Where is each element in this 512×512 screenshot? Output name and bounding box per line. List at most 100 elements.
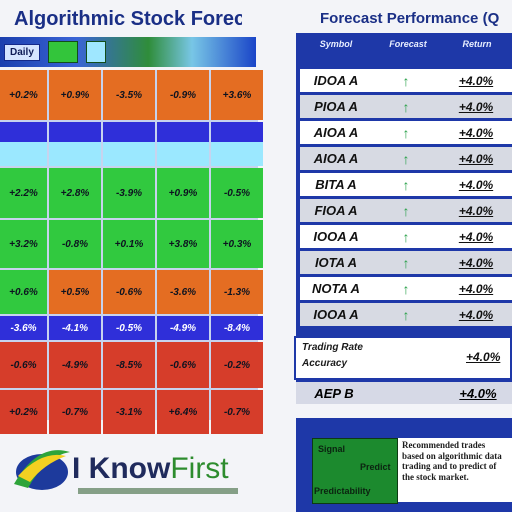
performance-table: Symbol Forecast Return IDOA A ↑ +4.0% PIOA … [296, 33, 512, 383]
row-return: +4.0% [458, 125, 494, 140]
row-return: +4.0% [458, 151, 494, 166]
performance-row[interactable]: AIOA A ↑ +4.0% [300, 147, 512, 170]
heatmap-cell[interactable] [211, 122, 263, 166]
heatmap-cell[interactable]: -3.6% [157, 270, 209, 314]
row-symbol: AIOA A [313, 151, 359, 166]
heatmap-cell[interactable]: -8.5% [103, 342, 155, 388]
heatmap-cell[interactable]: +0.9% [157, 168, 209, 218]
heatmap-cell[interactable]: -0.5% [103, 316, 155, 340]
info-legend-label-3: Predictability [314, 486, 371, 496]
heatmap-cell[interactable]: -4.9% [157, 316, 209, 340]
heatmap-cell[interactable]: -3.1% [103, 390, 155, 434]
tab-indicator[interactable] [47, 41, 78, 63]
up-arrow-icon: ↑ [402, 280, 410, 297]
heatmap-cell[interactable]: +0.2% [0, 70, 47, 120]
heatmap-cell[interactable]: +3.8% [157, 220, 209, 268]
row-return: +4.0% [458, 255, 494, 270]
heatmap-cell[interactable]: +0.2% [0, 390, 47, 434]
performance-row[interactable]: IDOA A ↑ +4.0% [300, 69, 512, 92]
heatmap-cell[interactable]: -3.6% [0, 316, 47, 340]
forecast-heatmap-grid: +0.2% +0.9% -3.5% -0.9% +3.6% +2.2% +2.8% -3.9%… [0, 70, 263, 434]
heatmap-cell[interactable]: +2.8% [49, 168, 101, 218]
row-symbol: FIOA A [314, 203, 358, 218]
performance-row[interactable]: IOTA A ↑ +4.0% [300, 251, 512, 274]
performance-row[interactable]: IOOA A ↑ +4.0% [300, 225, 512, 248]
heatmap-cell[interactable]: -0.6% [103, 270, 155, 314]
heatmap-cell[interactable]: -1.3% [211, 270, 263, 314]
up-arrow-icon: ↑ [402, 176, 410, 193]
heatmap-cell[interactable]: -4.9% [49, 342, 101, 388]
heatmap-cell[interactable] [0, 122, 47, 166]
performance-row[interactable]: FIOA A ↑ +4.0% [300, 199, 512, 222]
summary-value: +4.0% [466, 350, 501, 364]
heatmap-cell[interactable]: -0.6% [0, 342, 47, 388]
row-symbol: IDOA A [313, 73, 359, 88]
heatmap-cell[interactable]: -3.9% [103, 168, 155, 218]
performance-table-header: Symbol Forecast Return [296, 33, 512, 69]
average-row[interactable]: AEP B +4.0% [296, 382, 512, 404]
row-symbol: IOOA A [313, 229, 359, 244]
up-arrow-icon: ↑ [402, 228, 410, 245]
header-symbol: Symbol [319, 39, 353, 49]
row-return: +4.0% [458, 229, 494, 244]
heatmap-cell[interactable]: -0.7% [49, 390, 101, 434]
heatmap-cell[interactable]: -0.8% [49, 220, 101, 268]
performance-row[interactable]: AIOA A ↑ +4.0% [300, 121, 512, 144]
heatmap-cell[interactable]: -3.5% [103, 70, 155, 120]
iknowfirst-logo-text: I KnowFirst [72, 452, 229, 486]
up-arrow-icon: ↑ [402, 98, 410, 115]
logo-brand-right: First [170, 452, 229, 485]
tab-daily[interactable]: Daily [4, 43, 40, 61]
performance-row[interactable]: IOOA A ↑ +4.0% [300, 303, 512, 326]
info-description: Recommended trades based on algorithmic … [398, 438, 512, 502]
heatmap-cell[interactable] [49, 122, 101, 166]
heatmap-cell[interactable]: -0.7% [211, 390, 263, 434]
row-return: +4.0% [458, 177, 494, 192]
row-return: +4.0% [458, 307, 494, 322]
summary-label: Trading Rate Accuracy [302, 342, 363, 370]
logo-underline [78, 488, 238, 494]
heatmap-cell[interactable]: -4.1% [49, 316, 101, 340]
performance-summary-row[interactable] [294, 336, 512, 380]
row-symbol: NOTA A [312, 281, 360, 296]
up-arrow-icon: ↑ [402, 124, 410, 141]
heatmap-cell[interactable]: -8.4% [211, 316, 263, 340]
heatmap-cell[interactable]: +3.2% [0, 220, 47, 268]
up-arrow-icon: ↑ [402, 254, 410, 271]
forecast-tabbar: Daily [0, 37, 256, 67]
heatmap-cell[interactable]: +3.6% [211, 70, 263, 120]
logo-brand-left: I Know [72, 452, 171, 485]
performance-row[interactable]: NOTA A ↑ +4.0% [300, 277, 512, 300]
row-symbol: AIOA A [313, 125, 359, 140]
heatmap-cell[interactable]: -0.9% [157, 70, 209, 120]
heatmap-cell[interactable]: -0.2% [211, 342, 263, 388]
heatmap-cell[interactable]: +0.6% [0, 270, 47, 314]
up-arrow-icon: ↑ [402, 150, 410, 167]
heatmap-cell[interactable]: -0.6% [157, 342, 209, 388]
up-arrow-icon: ↑ [402, 202, 410, 219]
row-return: +4.0% [458, 281, 494, 296]
average-row-label: AEP B [314, 385, 354, 401]
heatmap-cell[interactable]: +0.5% [49, 270, 101, 314]
summary-label-line-1: Trading Rate [302, 342, 363, 353]
tab-indicator[interactable] [85, 41, 106, 63]
up-arrow-icon: ↑ [402, 306, 410, 323]
heatmap-cell[interactable]: +0.9% [49, 70, 101, 120]
row-symbol: BITA A [315, 177, 357, 192]
row-symbol: IOTA A [314, 255, 358, 270]
row-return: +4.0% [458, 99, 494, 114]
performance-row[interactable]: BITA A ↑ +4.0% [300, 173, 512, 196]
heatmap-cell[interactable]: -0.5% [211, 168, 263, 218]
row-return: +4.0% [458, 203, 494, 218]
heatmap-cell[interactable]: +6.4% [157, 390, 209, 434]
forecast-title: Algorithmic Stock Forecast [14, 8, 242, 30]
heatmap-cell[interactable]: +0.1% [103, 220, 155, 268]
performance-row[interactable]: PIOA A ↑ +4.0% [300, 95, 512, 118]
heatmap-cell[interactable]: +0.3% [211, 220, 263, 268]
heatmap-cell[interactable]: +2.2% [0, 168, 47, 218]
heatmap-cell[interactable] [157, 122, 209, 166]
row-symbol: IOOA A [313, 307, 359, 322]
heatmap-cell[interactable] [103, 122, 155, 166]
iknowfirst-logo-icon [14, 450, 70, 490]
average-row-value: +4.0% [459, 385, 497, 401]
